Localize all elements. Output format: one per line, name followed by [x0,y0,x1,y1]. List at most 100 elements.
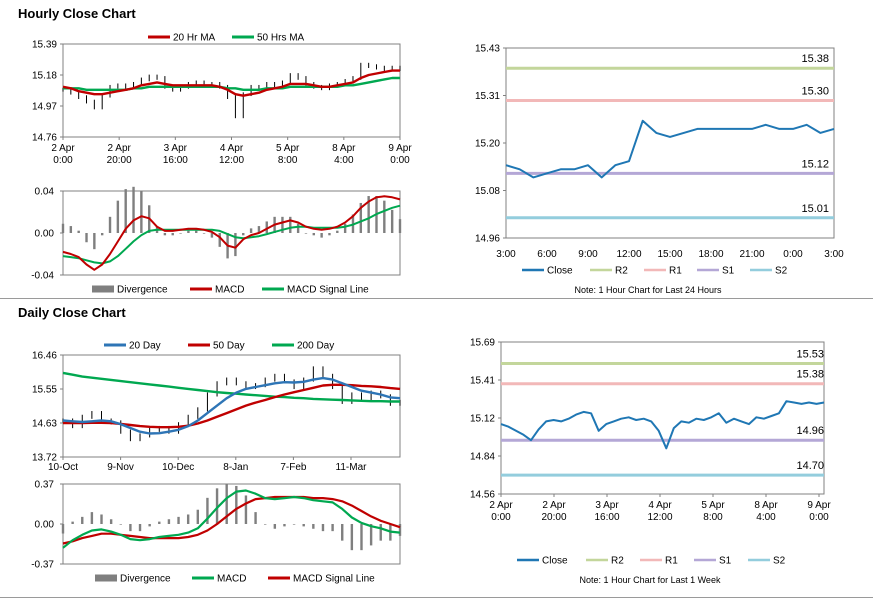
hourly-price-x-tick-label: 2 Apr [107,143,131,154]
hourly-macd-y-tick-label: 0.04 [35,187,55,198]
daily-macd-divergence-bar [244,495,248,524]
daily-price-x-tick-label: 11-Mar [336,462,368,473]
daily-macd-divergence-bar [186,514,190,524]
hourly-price-y-tick-label: 14.97 [32,102,57,113]
daily-price-200day-line [62,371,400,403]
hourly-macd-divergence-bar [218,233,221,247]
daily-macd-divergence-bar [167,519,171,524]
hourly-price-x-tick-label: 4:00 [334,155,354,166]
daily-macd-divergence-legend-swatch [95,574,117,582]
daily-levels-level-label: 15.38 [796,369,824,381]
hourly-price-x-tick-label: 0:00 [390,155,410,166]
hourly-levels-close-legend-label: Close [547,266,573,277]
daily-macd-divergence-bar [350,524,354,551]
daily-levels-x-tick-label: 0:00 [491,512,511,523]
hourly-macd-divergence-bar [398,219,402,233]
hourly-price-x-tick-label: 2 Apr [51,143,75,154]
bottom-divider [0,597,873,598]
hourly-macd-divergence-bar [171,233,174,236]
daily-levels-x-tick-label: 4:00 [756,512,776,523]
hourly-macd-divergence-bar [140,191,143,233]
daily-levels-r1-legend-label: R1 [665,556,678,567]
daily-levels-x-tick-label: 4 Apr [648,500,672,511]
daily-macd-divergence-bar [119,524,122,525]
hourly-levels-x-tick-label: 12:00 [616,249,641,260]
daily-macd-y-tick-label: -0.37 [31,560,54,571]
daily-macd-divergence-bar [177,516,180,524]
hourly-levels-r1-legend-label: R1 [669,266,682,277]
daily-levels-y-tick-label: 15.41 [470,376,495,387]
hourly-levels-y-tick-label: 15.08 [475,186,500,197]
daily-macd-divergence-bar [264,524,267,525]
daily-macd-divergence-bar [100,514,103,524]
daily-levels-x-tick-label: 5 Apr [701,500,725,511]
daily-levels-y-tick-label: 15.12 [470,414,495,425]
daily-macd-divergence-bar [196,509,199,524]
daily-levels-y-tick-label: 15.69 [470,338,495,349]
hourly-levels-note: Note: 1 Hour Chart for Last 24 Hours [574,285,722,295]
daily-macd-y-tick-label: 0.37 [35,480,55,491]
hourly-macd-divergence-bar [100,233,104,236]
hourly-levels-y-tick-label: 14.96 [475,234,500,245]
daily-macd-macd-line [62,489,401,549]
daily-macd-divergence-bar [379,524,382,541]
daily-macd-divergence-bar [398,524,402,536]
hourly-macd-divergence-bar [210,233,214,238]
hourly-price-50hr-legend-label: 50 Hrs MA [257,33,305,44]
hourly-macd-divergence-bar [116,200,120,233]
hourly-price-y-tick-label: 15.39 [32,40,57,51]
daily-levels-x-tick-label: 16:00 [594,512,619,523]
daily-macd-macd-legend-label: MACD [217,574,246,585]
daily-macd-divergence-bar [273,524,277,529]
hourly-levels-x-tick-label: 6:00 [537,249,557,260]
daily-macd-divergence-bar [331,524,334,532]
daily-macd-divergence-bar [61,524,65,534]
hourly-levels-level-label: 15.30 [801,86,829,98]
hourly-levels-s2-legend-label: S2 [775,266,788,277]
hourly-macd-divergence-bar [85,233,88,243]
daily-section-title: Daily Close Chart [18,305,126,320]
daily-levels-x-tick-label: 3 Apr [595,500,619,511]
hourly-levels-x-tick-label: 18:00 [698,249,723,260]
section-divider [0,298,873,299]
hourly-macd-divergence-bar [367,196,370,233]
hourly-price-y-tick-label: 14.76 [32,133,57,144]
hourly-price-y-tick-label: 15.18 [32,71,57,82]
hourly-macd-divergence-bar [93,233,96,250]
daily-macd-divergence-bar [360,524,363,551]
hourly-macd-macd-line [62,195,401,271]
hourly-price-x-tick-label: 8 Apr [332,143,356,154]
daily-price-y-tick-label: 14.63 [32,419,57,430]
hourly-price-20hr-legend-label: 20 Hr MA [173,33,216,44]
hourly-levels-x-tick-label: 3:00 [496,249,516,260]
daily-price-20day-legend-label: 20 Day [129,341,161,352]
hourly-macd-divergence-legend-label: Divergence [117,285,168,296]
daily-macd-divergence-bar [206,497,209,524]
hourly-macd-signal-legend-label: MACD Signal Line [287,285,369,296]
daily-levels-s2-legend-label: S2 [773,556,786,567]
hourly-levels-level-label: 15.38 [801,53,829,65]
daily-price-x-tick-label: 9-Nov [107,462,134,473]
hourly-macd-divergence-bar [343,223,347,233]
hourly-macd-divergence-bar [108,216,112,233]
hourly-macd-divergence-bar [320,233,323,238]
daily-price-x-tick-label: 8-Jan [223,462,248,473]
hourly-levels-y-tick-label: 15.31 [475,91,500,102]
hourly-macd-divergence-bar [195,230,198,233]
daily-levels-close-legend-label: Close [542,556,568,567]
hourly-levels-s1-legend-label: S1 [722,266,735,277]
hourly-levels-level-label: 15.01 [801,203,829,215]
hourly-levels-x-tick-label: 15:00 [657,249,682,260]
hourly-macd-divergence-bar [61,223,65,233]
hourly-price-x-tick-label: 5 Apr [276,143,300,154]
hourly-levels-x-tick-label: 0:00 [783,249,803,260]
daily-macd-signal-legend-label: MACD Signal Line [293,574,375,585]
daily-price-x-tick-label: 10-Dec [162,462,194,473]
daily-levels-x-tick-label: 20:00 [541,512,566,523]
daily-price-y-tick-label: 16.46 [32,351,57,362]
hourly-levels-x-tick-label: 21:00 [739,249,764,260]
daily-levels-x-tick-label: 8 Apr [754,500,778,511]
daily-macd-divergence-bar [312,524,315,529]
hourly-macd-divergence-bar [359,202,363,233]
